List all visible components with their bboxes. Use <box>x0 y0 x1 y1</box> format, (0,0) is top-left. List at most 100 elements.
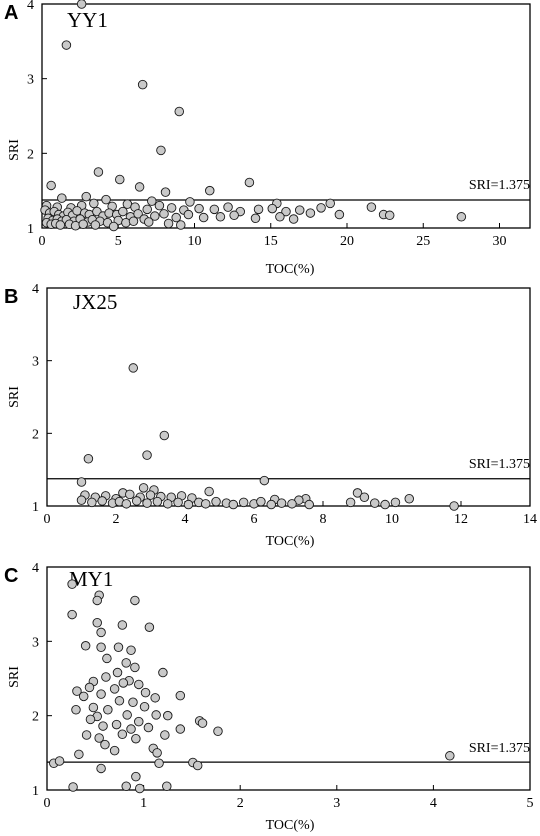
x-tick-label: 0 <box>44 512 51 527</box>
data-point <box>159 209 169 219</box>
data-point <box>137 79 148 90</box>
x-tick-label: 8 <box>320 512 327 527</box>
well-label-my1: MY1 <box>69 567 113 591</box>
data-point <box>150 693 160 703</box>
plot-frame <box>46 566 531 791</box>
x-tick-label: 10 <box>188 234 202 249</box>
data-point <box>121 781 131 792</box>
reference-line-label: SRI=1.375 <box>469 178 530 193</box>
x-tick-label: 5 <box>527 796 534 811</box>
x-tick-label: 2 <box>113 512 120 527</box>
data-point <box>78 691 89 702</box>
data-point <box>109 684 120 694</box>
data-point <box>305 208 316 218</box>
data-point <box>287 499 297 509</box>
y-tick-label: 4 <box>32 561 39 576</box>
panel-letter-c: C <box>4 565 18 587</box>
data-point <box>384 210 395 221</box>
data-point <box>204 486 214 497</box>
data-point <box>103 704 113 715</box>
data-point <box>84 682 95 693</box>
data-point <box>130 595 140 606</box>
data-point <box>71 704 81 715</box>
x-tick-label: 25 <box>416 234 430 249</box>
data-point <box>74 749 84 760</box>
data-point <box>98 721 108 731</box>
data-point <box>288 214 299 224</box>
data-point <box>215 212 226 222</box>
data-point <box>118 206 128 217</box>
data-point <box>93 167 104 177</box>
data-point <box>92 595 102 606</box>
x-tick-label: 14 <box>523 512 537 527</box>
data-point <box>115 174 125 185</box>
data-point <box>162 499 173 509</box>
data-point <box>97 496 107 506</box>
x-tick-label: 20 <box>340 234 354 249</box>
data-point <box>294 205 305 215</box>
x-tick-label: 15 <box>264 234 278 249</box>
x-tick-label: 2 <box>237 796 244 811</box>
data-point <box>390 497 401 508</box>
data-point <box>223 202 233 212</box>
y-axis-title: SRI <box>7 666 22 688</box>
data-point <box>145 490 156 500</box>
data-point <box>174 106 184 117</box>
data-point <box>55 220 66 230</box>
data-point <box>171 212 181 223</box>
y-tick-label: 2 <box>32 427 39 442</box>
data-point <box>138 483 149 493</box>
plot-border <box>46 566 531 791</box>
data-point <box>100 739 110 750</box>
data-point <box>250 213 261 224</box>
reference-line-label: SRI=1.375 <box>469 457 530 472</box>
data-point <box>256 496 266 507</box>
x-axis-title: TOC(%) <box>266 262 315 277</box>
data-point <box>162 710 173 721</box>
data-point <box>70 221 81 231</box>
data-point <box>152 748 162 758</box>
data-point <box>158 667 168 678</box>
y-tick-label: 1 <box>32 784 39 799</box>
data-point <box>76 477 87 487</box>
data-point <box>96 689 106 699</box>
y-axis-title: SRI <box>7 139 22 161</box>
data-point <box>345 497 356 508</box>
data-point <box>213 726 223 737</box>
panel-letter-b: B <box>4 286 18 308</box>
data-point <box>276 498 287 508</box>
data-point <box>175 690 186 701</box>
data-point <box>200 499 211 509</box>
data-point <box>154 758 164 768</box>
data-point <box>142 450 152 460</box>
data-point <box>113 642 124 653</box>
data-point <box>185 197 195 207</box>
data-point <box>183 209 194 220</box>
y-tick-label: 3 <box>32 635 39 650</box>
data-point <box>81 730 92 740</box>
data-point <box>46 180 56 191</box>
data-point <box>89 198 99 209</box>
data-point <box>133 209 143 219</box>
data-point <box>131 733 141 744</box>
data-point <box>102 653 112 664</box>
data-point <box>81 191 91 202</box>
data-point <box>154 200 165 211</box>
data-point <box>88 702 99 713</box>
data-point <box>266 499 277 510</box>
data-point <box>126 724 136 734</box>
data-point <box>370 498 380 508</box>
data-point <box>54 756 65 766</box>
data-point <box>445 751 455 761</box>
data-point <box>121 218 131 228</box>
data-point <box>117 729 128 740</box>
data-point <box>67 579 77 589</box>
x-tick-label: 0 <box>44 796 51 811</box>
x-tick-label: 3 <box>333 796 340 811</box>
data-point <box>76 495 87 505</box>
data-point <box>366 202 377 212</box>
x-tick-label: 0 <box>39 234 46 249</box>
data-point <box>131 771 141 782</box>
data-point <box>352 488 363 498</box>
